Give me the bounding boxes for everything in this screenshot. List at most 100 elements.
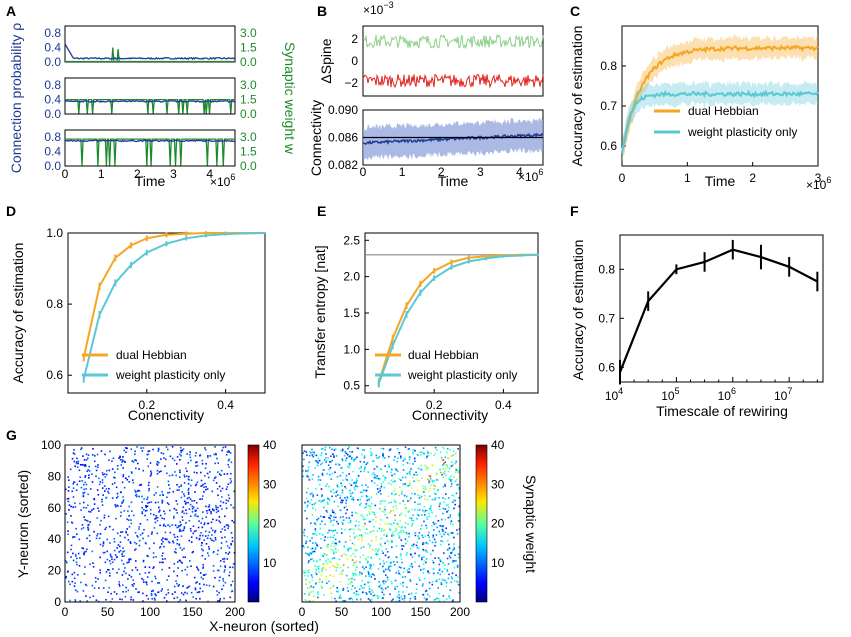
a-weight-trace-2: [65, 98, 235, 114]
g-right-synapse: [441, 473, 443, 476]
g-left-synapse: [206, 537, 209, 540]
g-right-synapse: [435, 580, 438, 583]
g-left-synapse: [221, 588, 223, 590]
g-right-synapse: [450, 461, 453, 463]
g-right-synapse: [402, 459, 405, 462]
g-left-synapse: [203, 491, 205, 493]
g-right-synapse: [340, 532, 343, 534]
g-left-synapse: [117, 544, 120, 546]
g-right-synapse: [421, 451, 423, 454]
g-left-synapse: [169, 487, 171, 490]
g-left-synapse: [161, 502, 163, 504]
g-right-synapse: [353, 460, 355, 462]
g-left-synapse: [187, 586, 190, 588]
g-right-synapse: [320, 463, 322, 466]
g-left-synapse: [127, 561, 129, 564]
g-left-synapse: [181, 519, 184, 521]
g-left-synapse: [126, 561, 128, 564]
g-left-synapse: [225, 488, 228, 490]
g-right-synapse: [356, 478, 358, 480]
g-right-synapse: [428, 482, 430, 484]
g-left-synapse: [102, 545, 104, 547]
g-left-synapse: [208, 546, 210, 548]
g-right-synapse: [402, 571, 405, 573]
g-right-synapse: [433, 484, 435, 486]
g-right-synapse: [348, 482, 351, 485]
g-left-synapse: [134, 549, 136, 551]
g-right-synapse: [427, 466, 429, 469]
g-right-synapse: [410, 564, 412, 567]
g-right-synapse: [456, 478, 458, 481]
g-left-synapse: [195, 461, 197, 464]
g-left-synapse: [201, 548, 203, 550]
c-band-weight: [622, 79, 818, 161]
g-right-synapse: [334, 513, 337, 515]
g-right-synapse: [335, 516, 337, 519]
g-right-synapse: [369, 505, 371, 507]
g-right-synapse: [452, 494, 455, 497]
b-top-y-tick: −2: [344, 76, 358, 90]
g-left-synapse: [125, 531, 128, 534]
g-left-synapse: [87, 469, 90, 471]
g-right-synapse: [335, 448, 337, 450]
g-right-synapse: [320, 452, 323, 455]
g-left-synapse: [74, 502, 76, 504]
g-left-synapse: [177, 567, 179, 569]
g-left-synapse: [99, 556, 101, 559]
g-left-synapse: [162, 552, 164, 555]
g-left-synapse: [66, 571, 69, 573]
g-right-synapse: [383, 570, 385, 573]
g-right-synapse: [434, 497, 437, 500]
g-right-synapse: [305, 542, 307, 545]
g-right-synapse: [398, 591, 400, 593]
g-left-synapse: [208, 505, 211, 508]
g-right-synapse: [356, 549, 358, 551]
g-right-synapse: [334, 529, 337, 532]
g-left-synapse: [229, 596, 232, 599]
c-y-tick: 0.7: [600, 99, 617, 113]
g-right-synapse: [372, 573, 374, 575]
g-right-synapse: [447, 516, 450, 519]
g-right-synapse: [317, 460, 319, 462]
g-right-synapse: [397, 570, 400, 572]
g-right-synapse: [428, 512, 430, 515]
g-left-synapse: [215, 519, 218, 521]
g-left-synapse: [195, 502, 198, 504]
g-right-synapse: [328, 468, 330, 471]
g-left-synapse: [122, 496, 124, 498]
g-right-synapse: [426, 467, 429, 470]
g-left-synapse: [67, 490, 70, 492]
g-left-synapse: [215, 482, 218, 484]
g-right-synapse: [305, 497, 308, 500]
g-right-synapse: [396, 447, 399, 450]
g-left-synapse: [178, 559, 181, 562]
g-right-synapse: [346, 497, 349, 500]
g-right-synapse: [402, 484, 405, 486]
g-left-synapse: [94, 577, 97, 579]
g-left-synapse: [216, 553, 219, 555]
g-right-synapse: [333, 534, 335, 536]
g-right-synapse: [438, 578, 441, 581]
g-right-synapse: [450, 532, 452, 534]
g-right-synapse: [364, 532, 366, 534]
g-left-synapse: [194, 455, 197, 457]
g-right-synapse: [407, 523, 409, 525]
g-left-synapse: [89, 488, 92, 490]
g-left-synapse: [75, 555, 77, 557]
g-right-synapse: [306, 454, 308, 456]
g-right-synapse: [330, 597, 333, 599]
g-left-synapse: [212, 570, 215, 572]
g-right-synapse: [339, 494, 342, 497]
g-left-synapse: [213, 453, 215, 456]
g-right-synapse: [398, 599, 401, 602]
g-right-synapse: [346, 465, 349, 468]
g-right-synapse: [360, 465, 363, 468]
g-left-synapse: [74, 599, 77, 601]
g-left-synapse: [79, 502, 81, 505]
g-right-synapse: [306, 475, 309, 478]
g-left-synapse: [150, 472, 153, 474]
g-right-synapse: [383, 506, 386, 508]
g-left-synapse: [144, 566, 146, 568]
g-right-synapse: [453, 566, 456, 569]
g-left-synapse: [120, 505, 122, 507]
